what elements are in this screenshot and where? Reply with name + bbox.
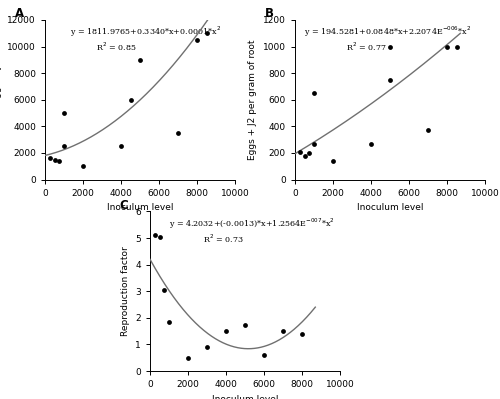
X-axis label: Inoculum level: Inoculum level (107, 203, 174, 212)
Point (50, 156, 58, 163)
Point (160, 287, 168, 293)
Point (203, 344, 211, 350)
Y-axis label: Total of eggs + J2: Total of eggs + J2 (0, 60, 2, 139)
Y-axis label: Eggs + J2 per gram of root: Eggs + J2 per gram of root (248, 40, 258, 160)
Text: y = 1811.9765+0.3340*x+0.0001*x$^2$: y = 1811.9765+0.3340*x+0.0001*x$^2$ (70, 25, 221, 39)
Point (151, 232, 159, 239)
Point (136, 57, 144, 63)
Point (310, 90, 318, 96)
Point (193, 37, 201, 43)
Point (305, 150, 313, 156)
Point (296, 148, 304, 155)
Point (452, 43, 460, 50)
Text: A: A (14, 7, 24, 20)
Point (126, 97, 134, 103)
Point (279, 328, 287, 334)
Point (298, 331, 306, 337)
X-axis label: Inoculum level: Inoculum level (212, 395, 278, 399)
Point (386, 77, 394, 83)
Point (174, 130, 182, 136)
Point (241, 321, 249, 328)
Point (117, 143, 125, 150)
Point (222, 328, 230, 334)
Y-axis label: Reproduction factor: Reproduction factor (120, 247, 130, 336)
Text: y = 4.2032+(-0.0013)*x+1.2564E$^{-007}$*x$^2$: y = 4.2032+(-0.0013)*x+1.2564E$^{-007}$*… (169, 216, 335, 231)
Point (443, 43, 451, 50)
Point (310, 140, 318, 147)
Text: C: C (120, 199, 128, 212)
Point (300, 153, 308, 160)
Point (60, 143, 68, 150)
Point (156, 233, 164, 240)
Point (165, 319, 173, 325)
Text: R$^2$ = 0.73: R$^2$ = 0.73 (203, 232, 244, 245)
X-axis label: Inoculum level: Inoculum level (357, 203, 423, 212)
Text: R$^2$ = 0.85: R$^2$ = 0.85 (96, 41, 137, 53)
Text: R$^2$ = 0.77: R$^2$ = 0.77 (346, 41, 388, 53)
Point (329, 158, 337, 164)
Text: y = 194.5281+0.0848*x+2.2074E$^{-006}$*x$^2$: y = 194.5281+0.0848*x+2.2074E$^{-006}$*x… (304, 25, 472, 39)
Point (184, 355, 192, 361)
Point (260, 352, 268, 358)
Text: B: B (264, 7, 274, 20)
Point (46, 155, 54, 162)
Point (367, 140, 375, 147)
Point (386, 43, 394, 50)
Point (424, 127, 432, 134)
Point (202, 30, 210, 36)
Point (56, 158, 63, 164)
Point (79, 163, 87, 170)
Point (60, 110, 68, 116)
